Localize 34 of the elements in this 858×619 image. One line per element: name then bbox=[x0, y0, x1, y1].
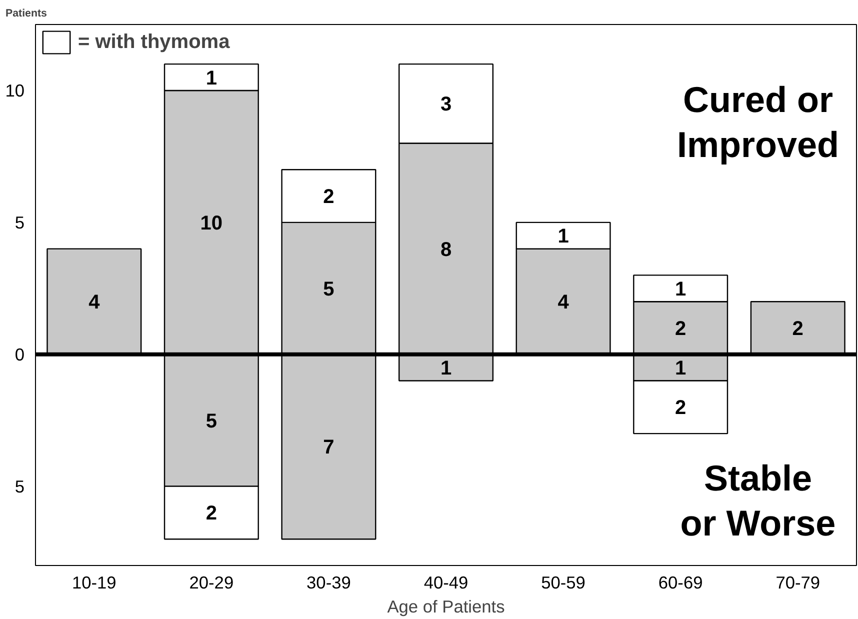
y-axis-title: Patients bbox=[6, 8, 48, 20]
x-tick-label: 30-39 bbox=[306, 572, 351, 592]
annotation: 1 bbox=[440, 358, 452, 380]
data-label: 2 bbox=[675, 318, 686, 340]
x-tick-label: 40-49 bbox=[424, 572, 468, 592]
y-tick-label: 5 bbox=[14, 212, 25, 232]
y-tick-label: 5 bbox=[14, 476, 25, 496]
annotation: 7 bbox=[323, 436, 334, 459]
y-tick-label: 0 bbox=[14, 344, 25, 364]
data-label: 1 bbox=[206, 67, 217, 90]
x-axis-title: Age of Patients bbox=[387, 596, 506, 616]
x-tick-label: 70-79 bbox=[776, 572, 820, 592]
data-label: 1 bbox=[675, 278, 686, 300]
data-label: 1 bbox=[558, 226, 569, 248]
data-label: 4 bbox=[558, 292, 570, 314]
data-label: 8 bbox=[440, 238, 452, 261]
y-tick-label: 10 bbox=[5, 80, 25, 100]
data-label: 10 bbox=[200, 212, 223, 234]
data-label: 2 bbox=[323, 186, 334, 208]
annotation: 5 bbox=[206, 410, 217, 432]
x-tick-label: 20-29 bbox=[189, 572, 234, 592]
annotation: 2 bbox=[206, 502, 217, 525]
annotation: 1 bbox=[675, 358, 686, 380]
annotation: 2 bbox=[675, 397, 686, 420]
x-tick-label: 60-69 bbox=[658, 572, 703, 592]
x-tick-label: 50-59 bbox=[541, 572, 586, 592]
annotation: Stable or Worse bbox=[680, 458, 836, 544]
data-label: 5 bbox=[323, 278, 334, 300]
annotation: Cured or Improved bbox=[676, 78, 840, 165]
legend-label: = with thymoma bbox=[78, 30, 230, 54]
data-label: 4 bbox=[88, 292, 101, 314]
x-tick-label: 10-19 bbox=[72, 572, 116, 592]
data-label: 3 bbox=[440, 94, 452, 116]
data-label: 2 bbox=[792, 318, 804, 340]
